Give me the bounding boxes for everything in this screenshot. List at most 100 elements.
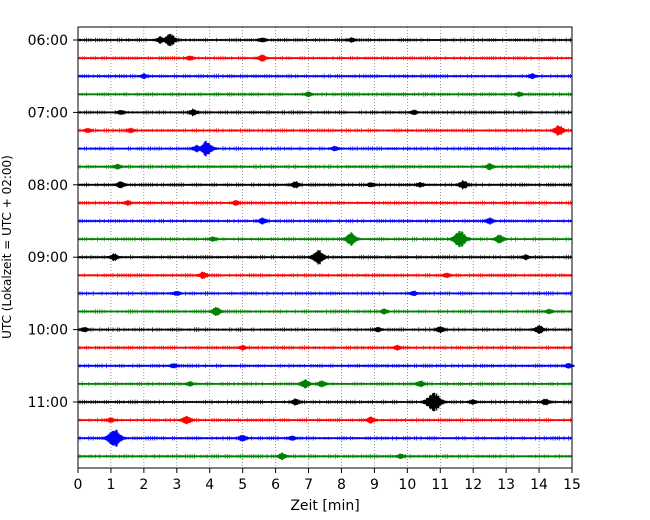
trace-0900 (78, 249, 572, 265)
x-tick-label: 1 (106, 477, 115, 493)
x-tick-label: 12 (464, 477, 482, 493)
seismic-event-1 (363, 416, 378, 424)
trace-0915 (78, 271, 572, 279)
seismic-event-2 (413, 380, 428, 388)
seismic-event-2 (491, 234, 508, 244)
seismic-event-0 (208, 307, 225, 316)
trace-0930 (78, 290, 572, 296)
seismic-event-1 (236, 344, 249, 351)
trace-noise (79, 363, 571, 369)
seismic-event-3 (364, 182, 377, 188)
seismic-event-0 (255, 54, 270, 62)
trace-noise (79, 164, 571, 170)
trace-group (78, 33, 575, 461)
y-axis-label: UTC (Lokalzeit = UTC + 02:00) (0, 155, 14, 339)
trace-0715 (78, 125, 572, 136)
seismic-event-0 (255, 217, 270, 225)
y-tick-label: 10:00 (28, 323, 68, 339)
seismic-event-0 (111, 163, 124, 170)
seismic-event-0 (391, 344, 404, 351)
x-tick-label: 6 (271, 477, 280, 493)
seismic-event-0 (549, 125, 568, 136)
seismic-event-1 (189, 144, 204, 153)
x-tick-label: 0 (74, 477, 83, 493)
trace-1130 (78, 429, 572, 447)
seismic-event-2 (519, 254, 532, 261)
seismic-event-1 (106, 253, 122, 261)
seismic-event-3 (466, 399, 479, 405)
seismic-event-2 (256, 37, 269, 43)
trace-0730 (78, 140, 572, 157)
x-tick-label: 15 (563, 477, 581, 493)
seismic-event-0 (121, 200, 134, 206)
x-tick-label: 10 (398, 477, 416, 493)
trace-0800 (78, 180, 572, 190)
seismic-event-0 (186, 108, 201, 117)
trace-0615 (78, 54, 572, 62)
trace-noise (79, 309, 571, 314)
seismic-event-1 (235, 435, 250, 442)
trace-noise (79, 453, 571, 459)
trace-1030 (78, 363, 575, 369)
x-tick-label: 4 (205, 477, 214, 493)
seismic-event-0 (302, 91, 315, 97)
trace-0830 (78, 217, 572, 225)
seismic-event-3 (206, 236, 219, 242)
seismic-event-0 (101, 429, 127, 447)
seismic-event-1 (526, 73, 539, 80)
y-tick-label: 06:00 (28, 33, 68, 49)
y-tick-label: 08:00 (28, 178, 68, 194)
x-tick-label: 5 (238, 477, 247, 493)
trace-1100 (78, 392, 572, 412)
trace-0645 (78, 91, 572, 98)
seismic-event-1 (229, 200, 242, 206)
seismic-event-0 (170, 291, 183, 296)
seismic-event-4 (414, 182, 427, 188)
trace-0945 (78, 307, 572, 316)
seismic-event-1 (440, 272, 453, 278)
trace-0700 (78, 108, 572, 117)
y-axis: 06:00 07:00 08:00 09:00 10:00 11:00 (28, 33, 78, 411)
x-tick-label: 14 (530, 477, 548, 493)
x-axis-label: Zeit [min] (290, 498, 359, 514)
x-tick-label: 3 (172, 477, 181, 493)
trace-noise (79, 73, 571, 79)
plot-frame (77, 26, 573, 469)
seismic-event-1 (433, 326, 448, 333)
x-tick-label: 13 (497, 477, 515, 493)
x-tick-label: 7 (304, 477, 313, 493)
seismic-event-1 (183, 55, 196, 61)
trace-1000 (78, 325, 572, 334)
x-tick-label: 2 (139, 477, 148, 493)
seismic-event-0 (137, 73, 150, 80)
trace-1115 (78, 415, 572, 425)
trace-noise (79, 272, 571, 278)
seismic-event-1 (482, 217, 497, 225)
trace-0845 (78, 231, 572, 248)
seismic-event-1 (448, 231, 472, 248)
trace-1145 (78, 452, 572, 461)
seismic-event-2 (455, 180, 472, 190)
seismic-event-0 (530, 325, 548, 334)
seismic-event-0 (195, 271, 210, 279)
seismic-event-1 (407, 290, 420, 296)
seismic-event-1 (512, 91, 526, 98)
seismic-event-2 (328, 145, 341, 152)
trace-0815 (78, 200, 572, 206)
seismic-event-0 (420, 392, 448, 412)
seismic-event-2 (371, 327, 384, 333)
x-tick-label: 8 (337, 477, 346, 493)
seismic-event-1 (288, 181, 303, 189)
seismic-event-3 (183, 381, 196, 387)
seismic-event-1 (81, 128, 94, 133)
x-axis: 0 1 2 3 4 5 6 7 8 9 10 11 12 13 14 15 (74, 468, 581, 493)
trace-noise (79, 146, 571, 151)
seismic-event-1 (377, 308, 391, 315)
seismic-event-1 (114, 110, 127, 115)
seismic-event-0 (341, 232, 361, 246)
seismic-event-1 (482, 163, 497, 171)
y-tick-label: 11:00 (28, 395, 68, 411)
seismic-event-1 (153, 36, 168, 44)
x-tick-label: 11 (431, 477, 449, 493)
seismic-event-1 (288, 398, 303, 406)
